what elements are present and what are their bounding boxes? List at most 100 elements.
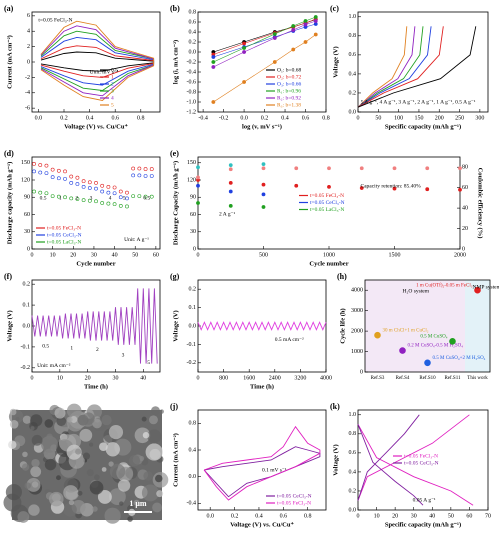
texture [150,406,160,416]
texture [152,502,162,513]
panel-label: (g) [170,272,180,281]
x-axis-label: Voltage (V) vs. Cu/Cu⁺ [230,521,294,528]
panel-label: (c) [330,4,339,13]
x-tick-label: 0.0 [206,513,214,519]
marker [149,194,154,199]
marker [272,32,277,36]
legend-label: t=0.05 LaCl₃-N [310,207,344,213]
annotation: 0.05 A g⁻¹ [413,497,436,503]
marker [69,180,74,185]
y-tick-label: -0.4 [187,501,197,507]
annotation: 5 [147,360,150,366]
x-tick-label: 30 [112,375,118,381]
x-tick-label: 40 [429,513,435,519]
x-tick-label: 0.6 [280,513,288,519]
y-tick-label: 0.8 [189,421,197,427]
marker [261,182,266,187]
y2-tick-label: 20 [462,226,468,232]
x-tick-label: 20 [70,252,76,258]
line-series [40,20,155,101]
point-label: 30 m ChCl+1 m CuCl₂ [383,328,429,333]
y-tick-label: 90 [24,195,30,201]
legend-label: t=0.05 FeCl₃-N [404,453,438,459]
marker [106,201,111,206]
y2-axis-label: Coulombic efficiency (%) [477,168,484,239]
marker [392,186,397,191]
texture [148,415,158,425]
marker [106,190,111,195]
texture [56,475,61,481]
marker [303,40,308,44]
y-tick-label: -6 [25,106,30,112]
marker [211,65,216,69]
marker [313,32,318,37]
legend-label: t=0.05 FeCl₃-N [47,225,81,231]
marker [196,175,200,180]
marker [228,180,233,185]
texture [22,415,32,424]
y-tick-label: 0.0 [23,323,31,329]
marker [291,47,296,52]
marker [69,174,74,179]
marker [228,167,233,172]
marker [149,167,154,171]
x-tick-label: 150 [414,115,423,121]
x-tick-label: 10 [374,513,380,519]
texture [92,418,102,429]
marker [228,189,233,194]
marker [118,195,123,200]
marker [261,162,266,167]
marker [81,179,86,184]
line-series [357,26,477,108]
y-tick-label: 0.0 [189,474,197,480]
texture [101,467,107,472]
texture [40,435,58,453]
marker [458,187,462,192]
x-axis-label: log (v, mV s⁻¹) [242,123,282,130]
y-tick-label: 0.6 [189,19,197,25]
texture [89,442,94,447]
marker [118,203,123,208]
x-axis-label: Time (h) [250,383,274,390]
line-series [357,26,416,108]
marker [211,55,216,59]
texture [141,484,159,502]
marker [196,201,200,205]
marker [425,187,430,192]
marker [294,166,299,171]
x-tick-label: 70 [485,513,491,519]
texture [159,409,164,414]
texture [63,502,77,517]
panel-label: (e) [170,149,179,158]
texture [56,416,67,427]
marker [87,198,92,203]
x-tick-label: 60 [466,513,472,519]
x-tick-label: 0.8 [304,513,312,519]
annotation: 0.5 [42,344,49,350]
scale-label: 1 μm [129,499,147,508]
fit-line [213,34,316,103]
y-tick-label: 0.2 [349,488,357,494]
panel-label: (a) [4,4,14,13]
y-tick-label: -1.0 [187,99,197,105]
marker [125,204,129,209]
texture [46,433,53,440]
legend-label: t=0.05 CeCl₃-N [310,200,345,206]
texture [108,425,124,440]
y-axis-label: Voltage (V) [6,310,13,341]
y-tick-label: 150 [21,160,30,166]
y-tick-label: -0.1 [21,344,31,350]
y-tick-label: 0 [27,59,30,65]
x-tick-label: This work [467,376,488,381]
marker [399,347,406,354]
x-axis-label: Specific capacity (mAh g⁻¹) [385,521,461,528]
marker [137,166,142,171]
x-tick-label: 4000 [320,375,332,381]
marker [261,205,266,209]
annotation: NMP system [473,285,499,291]
marker [118,189,123,194]
x-tick-label: 20 [85,375,91,381]
x-tick-label: 0 [31,252,34,258]
line-series [357,26,424,108]
texture [30,466,42,478]
